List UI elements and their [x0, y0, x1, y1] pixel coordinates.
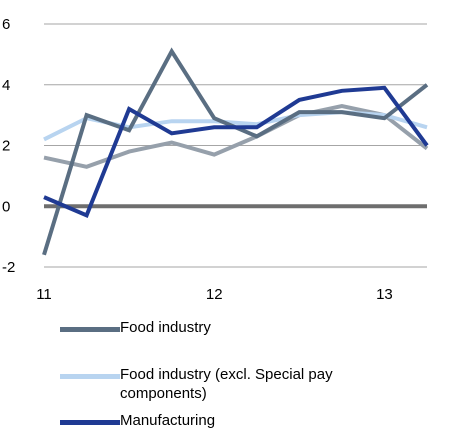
- x-tick-label: 12: [206, 286, 223, 300]
- legend-item-food-industry: Food industry: [60, 318, 420, 337]
- legend-swatch-manufacturing: [60, 420, 120, 425]
- legend-item-food-industry-excl: Food industry (excl. Special pay compone…: [60, 365, 420, 403]
- y-axis-ticks: -2 0 2 4 6: [2, 16, 15, 276]
- legend-swatch-food-industry: [60, 327, 120, 332]
- legend-swatch-food-industry-excl: [60, 374, 120, 379]
- series-line-food-industry: [42, 47, 429, 256]
- legend-item-manufacturing: Manufacturing: [60, 411, 420, 430]
- series-line-manufacturing: [43, 85, 429, 219]
- y-tick-label: 6: [2, 16, 10, 33]
- legend-label-food-industry-excl: Food industry (excl. Special pay compone…: [120, 366, 333, 402]
- line-chart: -2 0 2 4 6 11 12 13: [2, 16, 429, 300]
- y-tick-label: 0: [2, 198, 10, 215]
- x-axis-ticks: 11 12 13: [36, 286, 393, 300]
- y-tick-label: -2: [2, 259, 15, 276]
- x-tick-label: 11: [36, 286, 52, 300]
- series-lines: [42, 47, 429, 256]
- y-tick-label: 4: [2, 77, 10, 94]
- legend-label-food-industry: Food industry: [120, 319, 211, 336]
- legend-label-manufacturing: Manufacturing: [120, 412, 216, 429]
- x-tick-label: 13: [376, 286, 393, 300]
- y-tick-label: 2: [2, 138, 10, 155]
